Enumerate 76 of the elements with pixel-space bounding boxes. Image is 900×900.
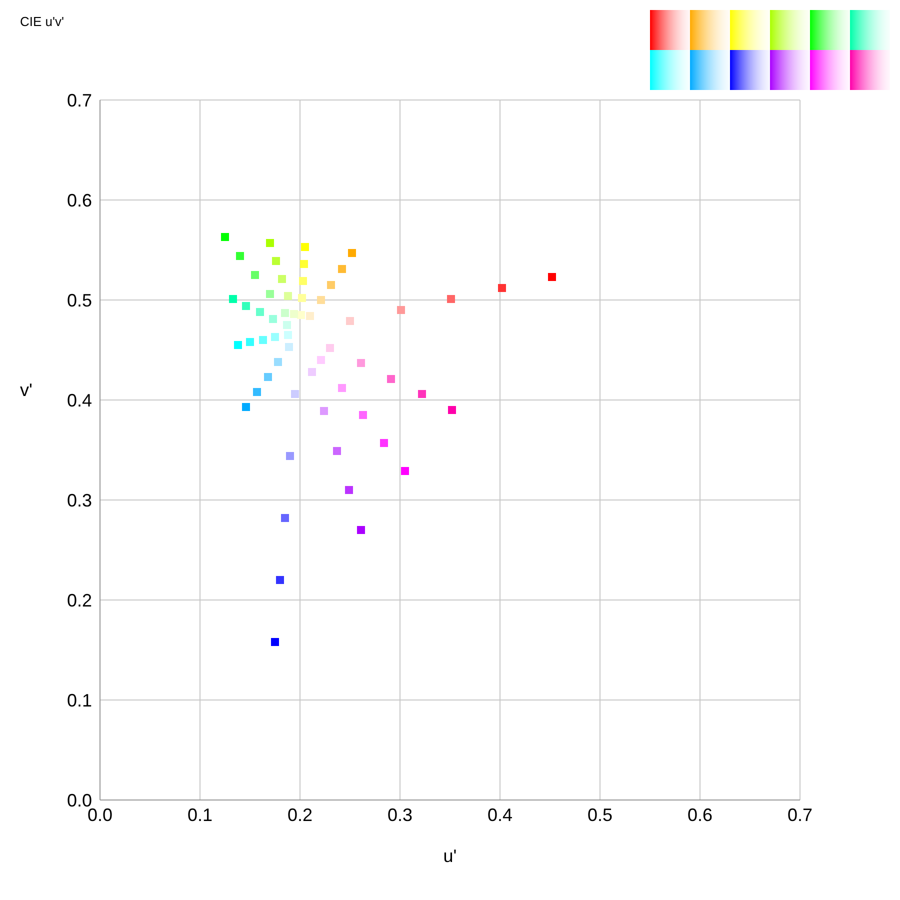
x-tick-label: 0.2 (287, 804, 313, 825)
point (259, 336, 267, 344)
point (284, 292, 292, 300)
point (242, 403, 250, 411)
point (448, 406, 456, 414)
point (357, 359, 365, 367)
point (274, 358, 282, 366)
point (269, 315, 277, 323)
point (397, 306, 405, 314)
point (264, 373, 272, 381)
point (290, 310, 298, 318)
y-tick-label: 0.5 (66, 290, 92, 310)
point (327, 281, 335, 289)
point (320, 407, 328, 415)
point (300, 260, 308, 268)
x-axis-title: u' (443, 846, 457, 866)
point (338, 265, 346, 273)
point (253, 388, 261, 396)
x-tick-label: 0.3 (387, 804, 413, 825)
y-tick-label: 0.7 (66, 90, 92, 110)
point (338, 384, 346, 392)
point (272, 257, 280, 265)
point (348, 249, 356, 257)
y-tick-label: 0.6 (66, 190, 92, 210)
point (285, 343, 293, 351)
point (283, 321, 291, 329)
point (326, 344, 334, 352)
chart-title: CIE u'v' (20, 14, 64, 29)
point (284, 331, 292, 339)
point (548, 273, 556, 281)
point (418, 390, 426, 398)
point (242, 302, 250, 310)
point (333, 447, 341, 455)
y-tick-label: 0.2 (66, 590, 92, 610)
x-tick-label: 0.6 (687, 804, 713, 825)
point (236, 252, 244, 260)
point (234, 341, 242, 349)
point (229, 295, 237, 303)
point (387, 375, 395, 383)
point (380, 439, 388, 447)
point (359, 411, 367, 419)
point (276, 576, 284, 584)
point (346, 317, 354, 325)
y-tick-label: 0.3 (66, 490, 92, 510)
point (281, 514, 289, 522)
point (299, 277, 307, 285)
y-tick-label: 0.4 (66, 390, 92, 410)
point (401, 467, 409, 475)
point (246, 338, 254, 346)
point (301, 243, 309, 251)
point (317, 296, 325, 304)
x-tick-label: 0.5 (587, 804, 613, 825)
x-tick-label: 0.1 (187, 804, 213, 825)
point (298, 294, 306, 302)
point (306, 312, 314, 320)
y-axis-title: v' (20, 380, 32, 401)
point (291, 390, 299, 398)
x-tick-label: 0.7 (787, 804, 813, 825)
point (251, 271, 259, 279)
point (447, 295, 455, 303)
x-tick-label: 0.4 (487, 804, 513, 825)
point (271, 638, 279, 646)
point (281, 309, 289, 317)
point (266, 290, 274, 298)
point (271, 333, 279, 341)
point (221, 233, 229, 241)
point (357, 526, 365, 534)
point (278, 275, 286, 283)
point (286, 452, 294, 460)
point (256, 308, 264, 316)
y-tick-label: 0.1 (66, 690, 92, 710)
point (266, 239, 274, 247)
point (308, 368, 316, 376)
point (317, 356, 325, 364)
point (498, 284, 506, 292)
point (345, 486, 353, 494)
